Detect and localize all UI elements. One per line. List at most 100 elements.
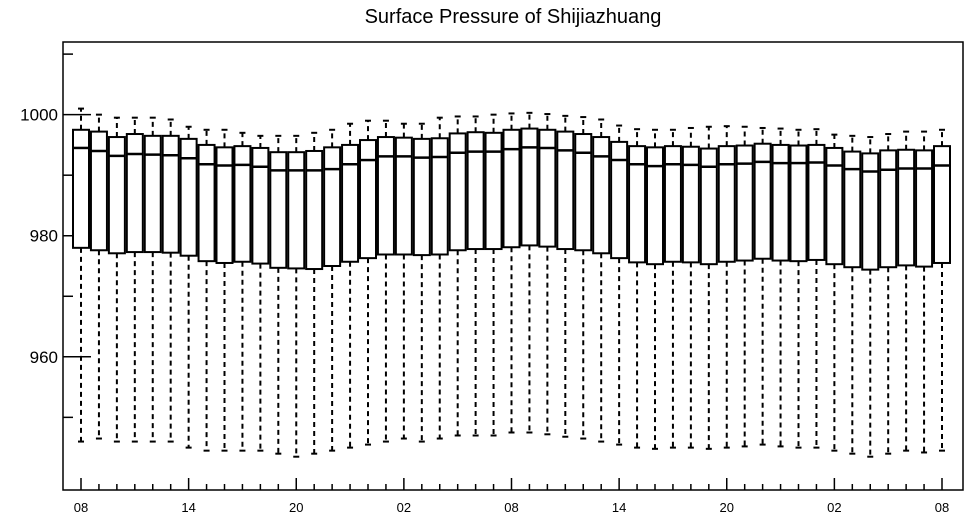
box-iqr — [538, 128, 557, 248]
box-item — [861, 136, 880, 458]
box-item — [89, 113, 108, 440]
box-iqr — [215, 146, 234, 264]
box-iqr — [412, 137, 431, 257]
box-item — [359, 119, 377, 446]
box-iqr — [753, 142, 772, 260]
box-item — [843, 134, 862, 455]
box-item — [825, 133, 844, 452]
box-item — [161, 118, 180, 443]
box-iqr — [466, 131, 485, 251]
box-item — [897, 130, 916, 452]
plot-frame — [62, 41, 964, 491]
box-item — [341, 122, 360, 449]
box-item — [251, 134, 270, 452]
box-item — [269, 134, 288, 455]
box-iqr — [269, 151, 288, 269]
box-iqr — [484, 131, 503, 251]
box-iqr — [879, 149, 898, 269]
x-axis: 08 14 20 02 08 14 20 02 08 — [74, 478, 949, 515]
box-item — [305, 131, 324, 455]
box-iqr — [933, 145, 951, 264]
box-item — [556, 114, 575, 438]
x-tick-label: 20 — [720, 500, 734, 515]
y-axis: 960 980 1000 — [20, 53, 91, 419]
box-iqr — [789, 144, 808, 263]
box-item — [592, 118, 611, 443]
box-item — [753, 126, 772, 446]
box-iqr — [681, 145, 700, 264]
x-tick-label: 14 — [181, 500, 195, 515]
box-iqr — [341, 143, 360, 263]
box-iqr — [251, 146, 270, 265]
box-iqr — [197, 143, 216, 263]
box-iqr — [915, 149, 934, 268]
box-iqr — [89, 130, 108, 252]
box-iqr — [825, 146, 844, 266]
box-iqr — [771, 143, 790, 262]
y-tick-label: 960 — [30, 348, 58, 367]
box-iqr — [735, 144, 754, 262]
x-tick-label: 08 — [74, 500, 88, 515]
box-item — [538, 113, 557, 436]
x-tick-label: 14 — [612, 500, 626, 515]
box-iqr — [843, 150, 862, 269]
box-item — [430, 116, 449, 440]
box-item — [448, 115, 467, 437]
chart-title: Surface Pressure of Shijiazhuang — [365, 6, 662, 28]
box-iqr — [72, 128, 90, 249]
x-tick-label: 02 — [827, 500, 841, 515]
box-item — [323, 128, 342, 452]
x-tick-label: 08 — [504, 500, 518, 515]
box-iqr — [125, 133, 144, 254]
box-series — [72, 107, 951, 458]
box-iqr — [520, 127, 539, 247]
box-iqr — [663, 145, 682, 263]
box-iqr — [556, 130, 575, 251]
box-item — [502, 112, 521, 434]
box-item — [466, 115, 485, 437]
box-iqr — [359, 139, 377, 260]
box-item — [628, 128, 647, 449]
box-item — [215, 128, 234, 452]
box-item — [72, 107, 90, 443]
box-iqr — [646, 146, 664, 266]
box-iqr — [861, 152, 880, 271]
box-item — [681, 126, 700, 449]
box-iqr — [807, 143, 826, 261]
box-item — [915, 130, 934, 454]
box-item — [699, 125, 718, 450]
x-tick-label: 02 — [397, 500, 411, 515]
box-iqr — [143, 134, 162, 254]
box-iqr — [287, 151, 306, 270]
box-item — [574, 116, 593, 440]
box-item — [412, 122, 431, 443]
box-iqr — [502, 128, 521, 249]
box-item — [610, 124, 629, 446]
box-iqr — [161, 134, 180, 254]
box-iqr — [699, 147, 718, 266]
box-item — [663, 128, 682, 449]
box-item — [520, 111, 539, 434]
box-iqr — [574, 133, 593, 252]
x-tick-label: 08 — [935, 500, 949, 515]
box-iqr — [430, 137, 449, 256]
box-item — [807, 128, 826, 449]
box-item — [879, 133, 898, 455]
box-item — [197, 128, 216, 452]
box-item — [287, 134, 306, 458]
box-item — [771, 127, 790, 448]
box-iqr — [628, 145, 647, 264]
x-tick-label: 20 — [289, 500, 303, 515]
box-iqr — [107, 136, 126, 255]
box-item — [933, 128, 951, 452]
box-item — [789, 128, 808, 449]
box-item — [717, 125, 736, 449]
box-iqr — [376, 136, 395, 256]
box-item — [143, 116, 162, 443]
y-tick-label: 1000 — [20, 106, 58, 125]
box-item — [394, 122, 413, 440]
box-item — [376, 119, 395, 443]
box-iqr — [305, 149, 324, 271]
